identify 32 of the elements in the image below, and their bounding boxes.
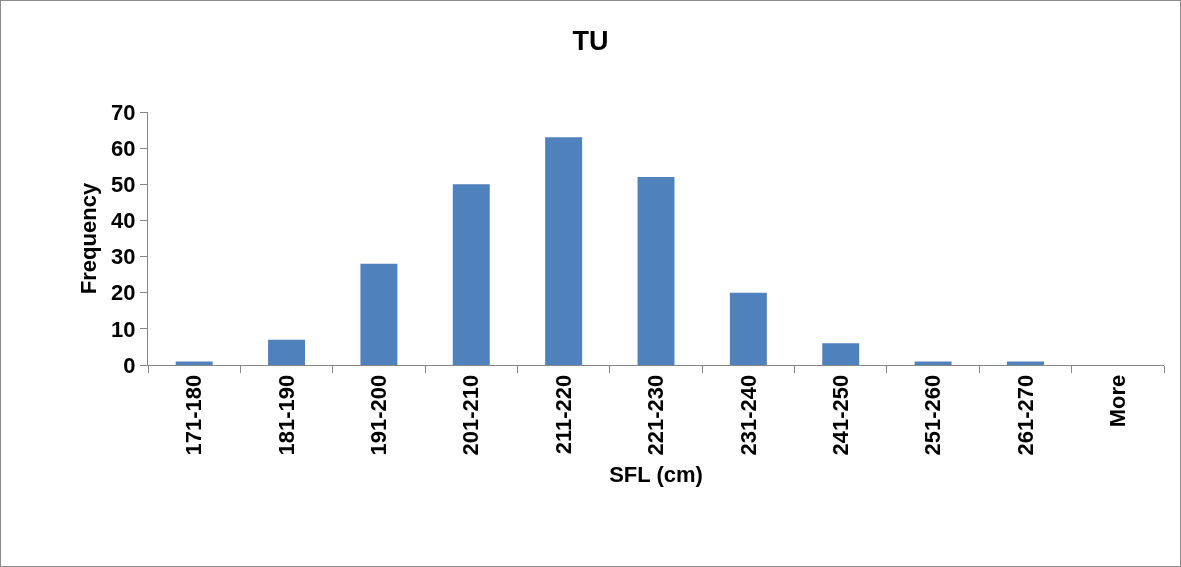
- bar: [175, 361, 213, 365]
- y-tick-label: 10: [111, 316, 136, 342]
- x-tick-label: 251-260: [920, 374, 946, 456]
- bar: [822, 343, 860, 365]
- bar: [914, 361, 952, 365]
- x-tick-label: More: [1104, 374, 1130, 428]
- bar: [360, 263, 398, 365]
- x-tick-label: 261-270: [1012, 374, 1038, 456]
- bar: [729, 292, 767, 365]
- bar: [1006, 361, 1044, 365]
- y-tick-label: 70: [111, 99, 136, 125]
- bar: [545, 137, 583, 365]
- x-tick-label: 201-210: [458, 374, 484, 456]
- y-axis-title: Frequency: [75, 182, 101, 295]
- bar: [268, 339, 306, 365]
- bar: [637, 177, 675, 365]
- x-axis-title: SFL (cm): [609, 462, 703, 488]
- x-tick-label: 231-240: [735, 374, 761, 456]
- x-tick-label: 181-190: [273, 374, 299, 456]
- chart-title: TU: [572, 26, 609, 56]
- x-tick-label: 171-180: [181, 374, 207, 456]
- x-tick-label: 191-200: [366, 374, 392, 456]
- x-tick-label: 221-230: [643, 374, 669, 456]
- y-tick-label: 30: [111, 244, 136, 270]
- y-tick-label: 50: [111, 171, 136, 197]
- x-tick-label: 211-220: [550, 374, 576, 455]
- y-tick-label: 0: [123, 352, 136, 378]
- y-tick-label: 40: [111, 208, 136, 234]
- y-tick-label: 20: [111, 280, 136, 306]
- bar: [452, 184, 490, 365]
- y-tick-label: 60: [111, 135, 136, 161]
- x-tick-label: 241-250: [827, 374, 853, 456]
